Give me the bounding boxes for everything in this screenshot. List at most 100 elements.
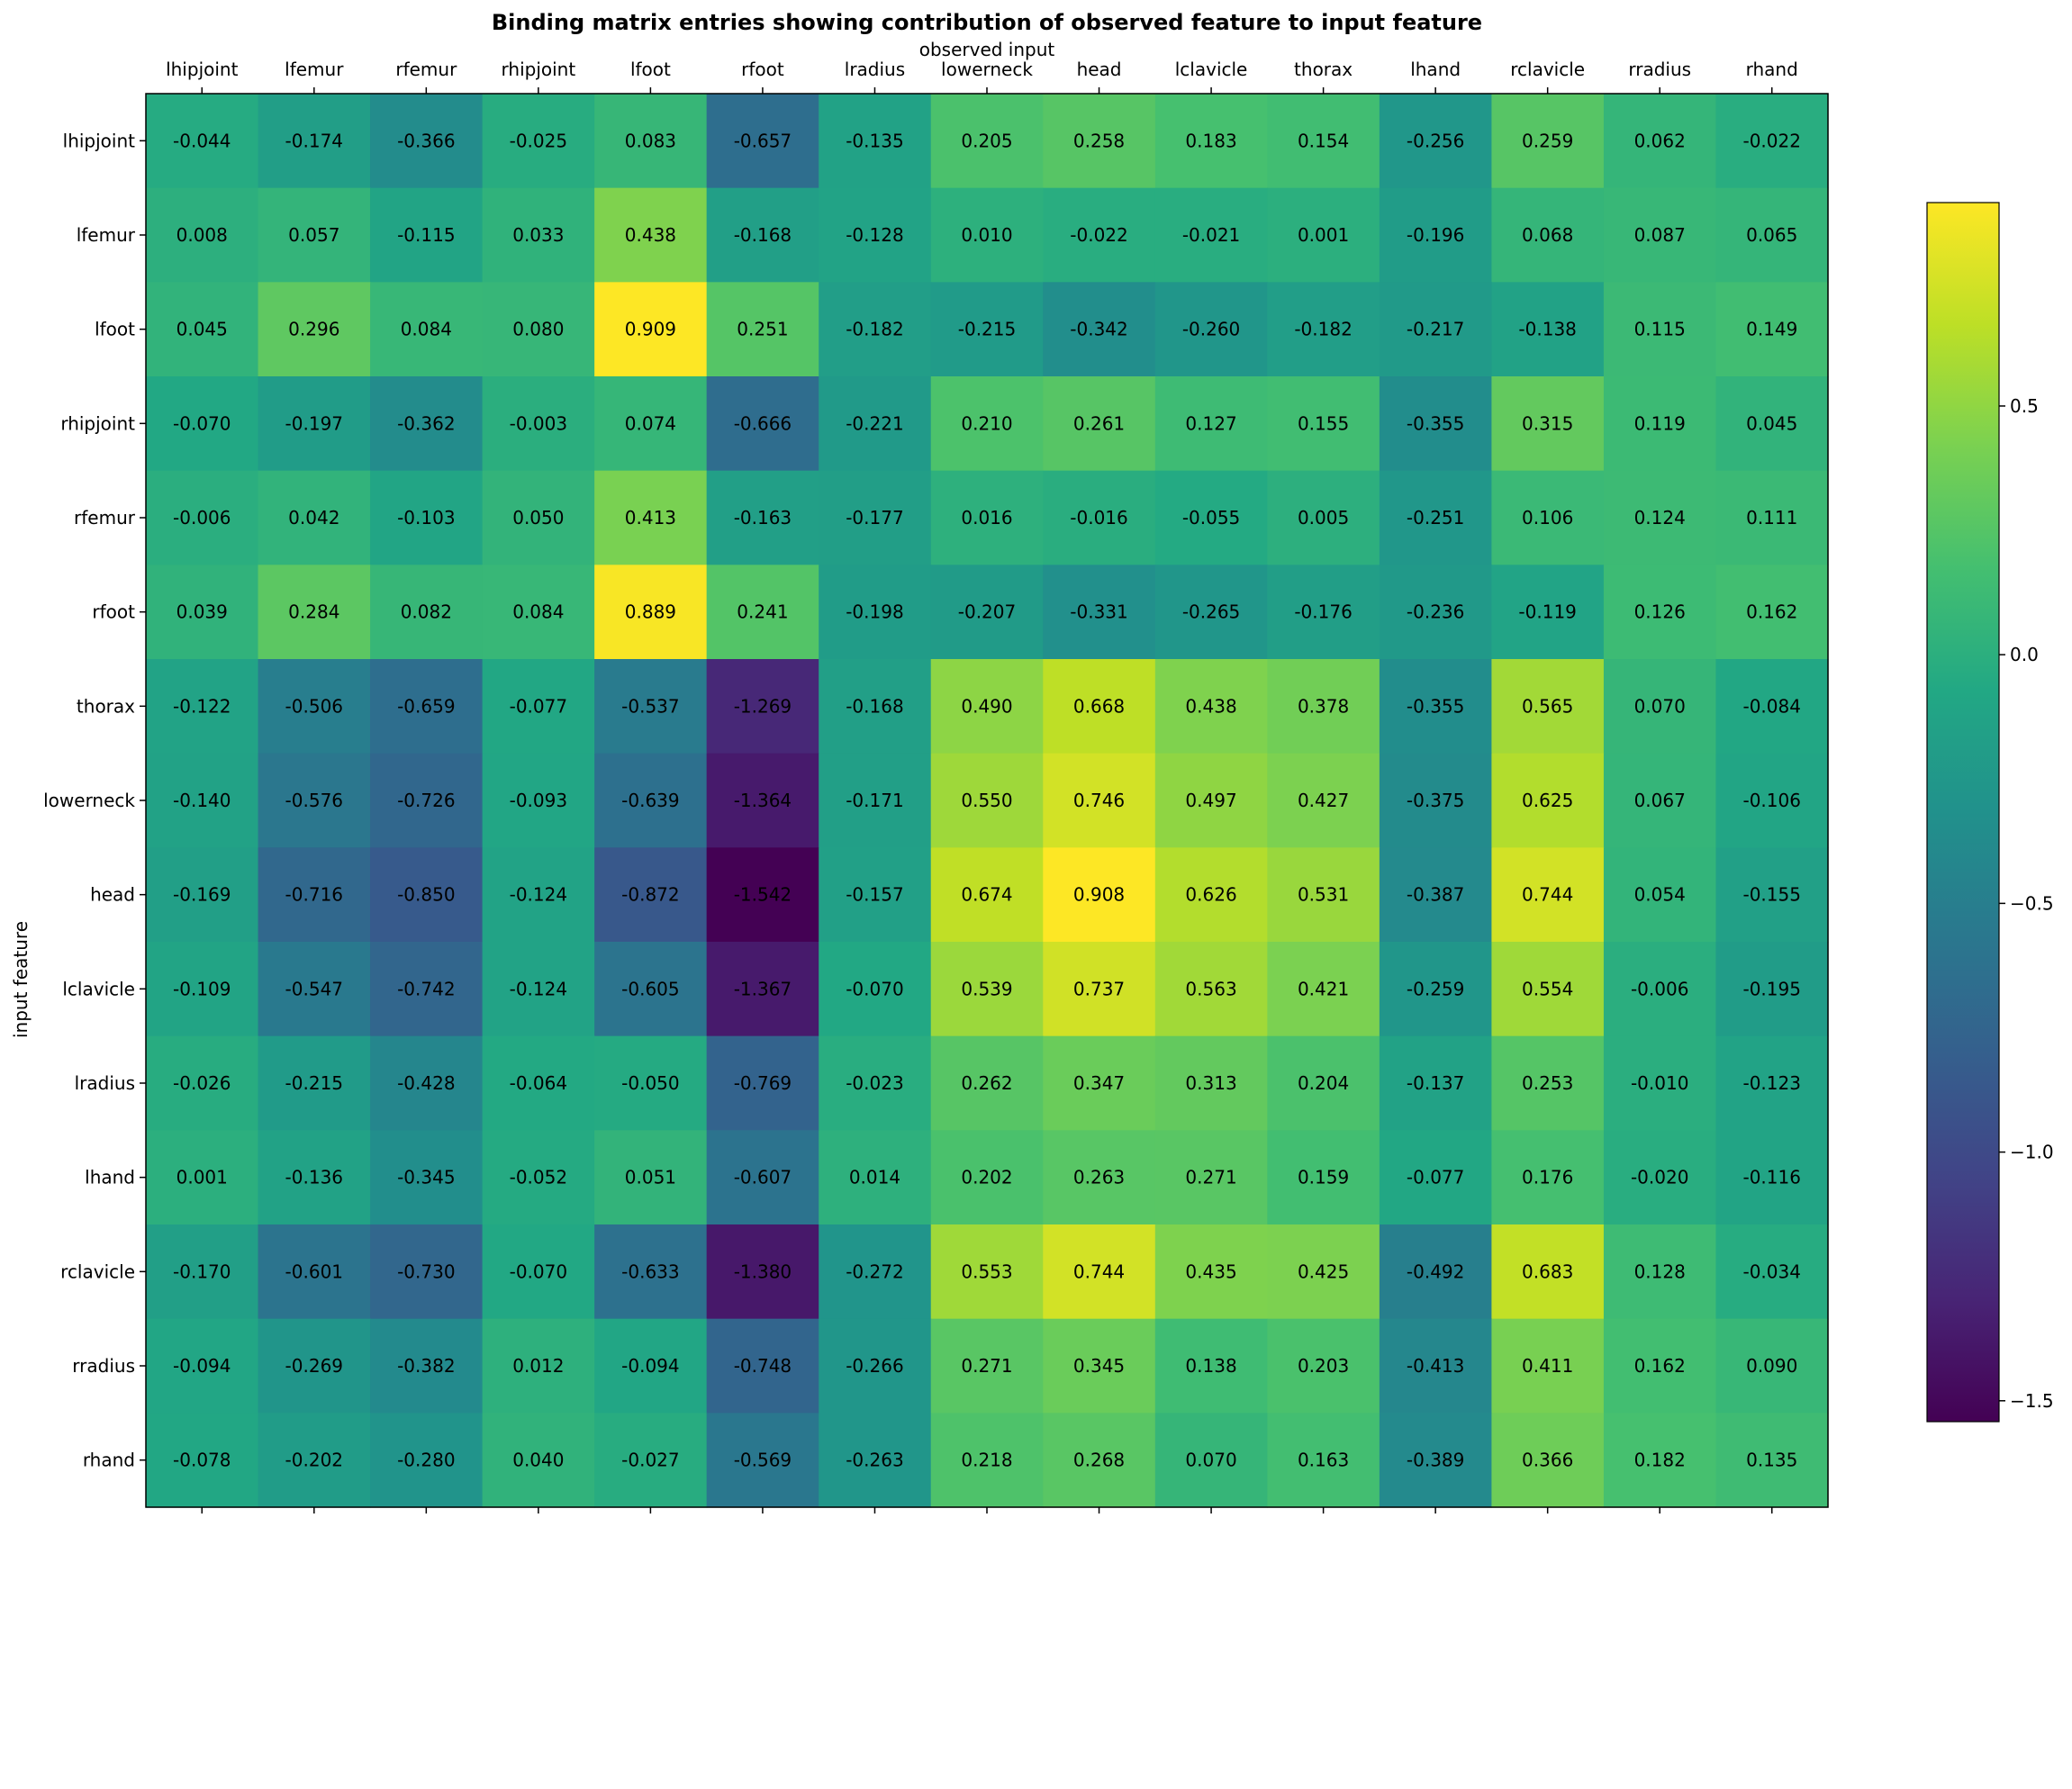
heatmap-cell [706, 847, 819, 943]
heatmap-cell [1491, 565, 1605, 660]
x-tick-label: rclavicle [1510, 59, 1585, 80]
heatmap-cell [146, 565, 259, 660]
y-tick-label: rfoot [92, 601, 135, 623]
cell-value-label: -0.025 [510, 130, 567, 151]
cell-value-label: 0.251 [737, 319, 788, 340]
cell-value-label: 0.016 [961, 507, 1012, 529]
heatmap-cell [1603, 1224, 1717, 1320]
cell-value-label: -1.380 [734, 1260, 792, 1282]
cell-value-label: -0.109 [173, 978, 231, 999]
heatmap-cell-labels: -0.044 -0.174 -0.366 -0.025 0.083 -0.657 -0.13… [173, 130, 1801, 1470]
heatmap-cell [482, 1413, 595, 1508]
cell-value-label: -0.128 [846, 224, 903, 246]
cell-value-label: -0.026 [173, 1072, 231, 1094]
cell-value-label: -0.605 [621, 978, 679, 999]
cell-value-label: 0.345 [1073, 1355, 1125, 1377]
cell-value-label: 0.626 [1185, 884, 1236, 906]
heatmap-cell [819, 1318, 932, 1414]
heatmap-cell [819, 470, 932, 565]
heatmap-cell [594, 470, 708, 565]
heatmap-cell [1043, 1318, 1156, 1414]
cell-value-label: -0.052 [510, 1167, 567, 1188]
cell-value-label: -0.177 [846, 507, 903, 529]
heatmap-cell [819, 1130, 932, 1225]
cell-value-label: 0.253 [1522, 1072, 1573, 1094]
cell-value-label: -0.078 [173, 1450, 231, 1471]
cell-value-label: -1.364 [734, 790, 792, 811]
cell-value-label: -0.070 [846, 978, 903, 999]
cell-value-label: 0.497 [1185, 790, 1236, 811]
cell-value-label: -0.137 [1407, 1072, 1464, 1094]
cell-value-label: -0.070 [510, 1260, 567, 1282]
heatmap-cell [1379, 376, 1492, 472]
x-tick-label: lowerneck [941, 59, 1033, 80]
cell-value-label: 0.313 [1185, 1072, 1236, 1094]
heatmap-cell [1603, 282, 1717, 377]
heatmap-cell [370, 282, 484, 377]
cell-value-label: -0.850 [397, 884, 455, 906]
heatmap-cell [594, 187, 708, 283]
heatmap-cell [930, 1035, 1044, 1131]
heatmap-cell [258, 1224, 371, 1320]
heatmap-cell [370, 1130, 484, 1225]
heatmap-cell [1043, 1035, 1156, 1131]
heatmap-cell [594, 942, 708, 1037]
heatmap-cell [930, 565, 1044, 660]
cell-value-label: -0.023 [846, 1072, 903, 1094]
heatmap-cell [819, 847, 932, 943]
cell-value-label: 0.366 [1522, 1450, 1573, 1471]
x-tick-label: lclavicle [1175, 59, 1248, 80]
cell-value-label: 0.421 [1298, 978, 1349, 999]
x-axis-label: observed input [919, 39, 1055, 60]
cell-value-label: 0.909 [625, 319, 676, 340]
cell-value-label: 0.033 [512, 224, 564, 246]
cell-value-label: -0.196 [1407, 224, 1464, 246]
cell-value-label: 0.674 [961, 884, 1012, 906]
heatmap-cell [706, 376, 819, 472]
cell-value-label: 0.438 [1185, 695, 1236, 717]
heatmap-cell [482, 376, 595, 472]
cell-value-label: -0.537 [621, 695, 679, 717]
heatmap-cell [1267, 187, 1380, 283]
cell-value-label: -0.171 [846, 790, 903, 811]
x-tick-label: rhipjoint [502, 59, 576, 80]
cell-value-label: -0.195 [1742, 978, 1800, 999]
cell-value-label: -0.633 [621, 1260, 679, 1282]
heatmap-cell [1491, 1130, 1605, 1225]
cell-value-label: -0.124 [510, 884, 567, 906]
heatmap-cell [370, 942, 484, 1037]
heatmap-cell [1267, 1318, 1380, 1414]
cell-value-label: 0.070 [1634, 695, 1686, 717]
cell-value-label: -0.138 [1518, 319, 1576, 340]
cell-value-label: -0.389 [1407, 1450, 1464, 1471]
cell-value-label: 0.115 [1634, 319, 1686, 340]
heatmap-cell [1379, 942, 1492, 1037]
heatmap-cell [1715, 376, 1829, 472]
heatmap-cell [1491, 847, 1605, 943]
cell-value-label: 0.068 [1522, 224, 1573, 246]
heatmap-cell [1715, 847, 1829, 943]
cell-value-label: -0.123 [1742, 1072, 1800, 1094]
cell-value-label: -0.215 [958, 319, 1016, 340]
cell-value-label: 0.080 [512, 319, 564, 340]
heatmap-cell [706, 187, 819, 283]
cell-value-label: 0.050 [512, 507, 564, 529]
cell-value-label: 0.668 [1073, 695, 1125, 717]
heatmap-cell [146, 1224, 259, 1320]
heatmap-cell [930, 470, 1044, 565]
colorbar-tick-label: −0.5 [2010, 892, 2054, 914]
heatmap-cell [482, 942, 595, 1037]
x-tick-label: head [1077, 59, 1122, 80]
cell-value-label: -1.367 [734, 978, 792, 999]
heatmap-cell [146, 376, 259, 472]
heatmap-cell [146, 1035, 259, 1131]
cell-value-label: -0.084 [1742, 695, 1800, 717]
cell-value-label: 0.040 [512, 1450, 564, 1471]
cell-value-label: 0.084 [512, 601, 564, 623]
heatmap-cell [1154, 282, 1268, 377]
heatmap-cell [930, 753, 1044, 848]
cell-value-label: -0.050 [621, 1072, 679, 1094]
cell-value-label: 0.111 [1746, 507, 1797, 529]
heatmap-cell [594, 847, 708, 943]
cell-value-label: -0.119 [1518, 601, 1576, 623]
